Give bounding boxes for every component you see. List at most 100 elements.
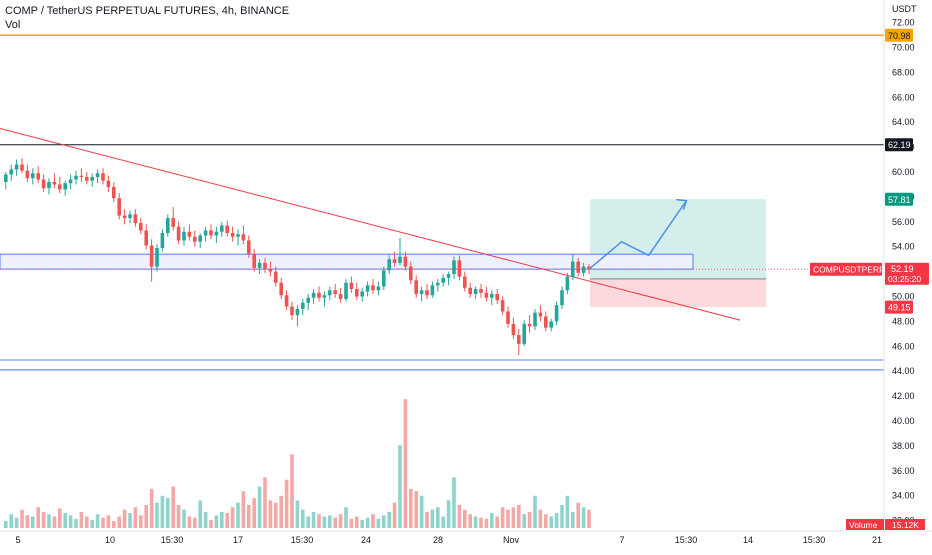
volume-bar bbox=[14, 517, 19, 528]
volume-bar bbox=[166, 498, 170, 528]
volume-bar bbox=[193, 517, 197, 528]
candle-body bbox=[371, 285, 375, 291]
volume-bar bbox=[506, 509, 510, 528]
stop-badge: 49.15 bbox=[888, 303, 911, 313]
volume-bar bbox=[160, 495, 165, 528]
stop-badge-bg bbox=[885, 300, 913, 314]
volume-bar bbox=[122, 509, 127, 528]
candle-body bbox=[468, 287, 472, 295]
candle-body bbox=[274, 271, 278, 283]
volume-bar bbox=[333, 517, 337, 528]
volume-bar bbox=[317, 514, 321, 528]
candle-body bbox=[463, 276, 467, 288]
volume-bar bbox=[328, 515, 332, 528]
volume-bar bbox=[139, 515, 143, 528]
price-tick-label: 38.00 bbox=[892, 441, 915, 451]
candle-body bbox=[58, 184, 62, 190]
price-tick-label: 44.00 bbox=[892, 366, 915, 376]
candle-body bbox=[479, 289, 483, 293]
volume-bar bbox=[527, 511, 532, 528]
price-tick-label: 40.00 bbox=[892, 416, 915, 426]
projection-path bbox=[588, 200, 688, 270]
candle-body bbox=[549, 321, 553, 328]
time-axis-label: 10 bbox=[105, 535, 115, 545]
volume-bar bbox=[365, 517, 370, 528]
candle-body bbox=[31, 173, 35, 179]
volume-bar bbox=[468, 514, 472, 528]
volume-bar bbox=[31, 516, 35, 528]
candle-body bbox=[247, 240, 251, 255]
candle-body bbox=[500, 300, 505, 312]
volume-bar bbox=[25, 515, 30, 528]
candle-body bbox=[554, 305, 559, 322]
candle-body bbox=[403, 256, 408, 267]
volume-bar bbox=[236, 502, 240, 528]
price-tick-label: 70.00 bbox=[892, 43, 915, 53]
volume-bar bbox=[392, 502, 397, 528]
volume-bar bbox=[301, 509, 305, 528]
volume-bar bbox=[290, 454, 294, 528]
candle-body bbox=[452, 260, 456, 275]
candle-body bbox=[106, 180, 111, 187]
candle-body bbox=[322, 295, 327, 298]
candle-body bbox=[166, 218, 170, 234]
candle-body bbox=[74, 175, 78, 180]
volume-bar bbox=[565, 495, 570, 528]
candle-body bbox=[90, 176, 94, 181]
symbol-badge-bg bbox=[810, 262, 882, 276]
volume-bar bbox=[257, 486, 262, 528]
candle-body bbox=[376, 286, 381, 291]
volume-bar bbox=[101, 517, 105, 528]
target-badge: 57.81 bbox=[888, 195, 911, 205]
volume-bar bbox=[587, 509, 591, 528]
candle-body bbox=[220, 225, 224, 232]
volume-bar bbox=[490, 513, 494, 528]
stop-zone bbox=[590, 278, 766, 308]
time-axis-label: 5 bbox=[15, 535, 20, 545]
candle-body bbox=[544, 316, 548, 328]
price-tick-label: 64.00 bbox=[892, 117, 915, 127]
candle-body bbox=[198, 235, 202, 242]
candle-body bbox=[441, 277, 445, 283]
volume-bar bbox=[360, 519, 364, 528]
candle-body bbox=[425, 290, 429, 296]
candle-body bbox=[252, 254, 256, 268]
volume-bar bbox=[74, 518, 78, 528]
black-level-badge-bg bbox=[885, 138, 913, 152]
volume-value-badge-bg bbox=[885, 519, 925, 530]
candle-body bbox=[317, 292, 321, 298]
candle-body bbox=[122, 215, 127, 219]
price-tick-label: 42.00 bbox=[892, 391, 915, 401]
candle-body bbox=[571, 261, 575, 277]
volume-bar bbox=[41, 511, 46, 528]
last-price-badge-bg bbox=[885, 262, 929, 285]
candle-body bbox=[257, 262, 262, 268]
candle-body bbox=[47, 181, 51, 189]
candle-body bbox=[301, 302, 305, 309]
candle-body bbox=[409, 266, 413, 281]
price-tick-label: 56.00 bbox=[892, 217, 915, 227]
volume-bar bbox=[495, 516, 499, 528]
volume-bar bbox=[398, 445, 402, 528]
resistance-zone bbox=[0, 253, 694, 270]
chart-title: COMP / TetherUS PERPETUAL FUTURES, 4h, B… bbox=[5, 5, 290, 17]
candle-body bbox=[506, 311, 510, 324]
candle-body bbox=[355, 289, 359, 297]
volume-name-badge: Volume bbox=[849, 520, 878, 530]
volume-bar bbox=[425, 511, 429, 528]
candle-body bbox=[52, 181, 57, 185]
candle-body bbox=[160, 233, 165, 248]
price-tick-label: 36.00 bbox=[892, 466, 915, 476]
volume-bar bbox=[68, 515, 73, 528]
candle-body bbox=[576, 261, 580, 273]
candle-body bbox=[290, 306, 294, 316]
candle-body bbox=[284, 295, 289, 307]
volume-bar bbox=[409, 488, 413, 528]
volume-bar bbox=[149, 488, 154, 528]
volume-bar bbox=[311, 511, 316, 528]
volume-bar bbox=[344, 507, 348, 528]
candle-body bbox=[182, 231, 186, 241]
candle-body bbox=[295, 308, 300, 316]
